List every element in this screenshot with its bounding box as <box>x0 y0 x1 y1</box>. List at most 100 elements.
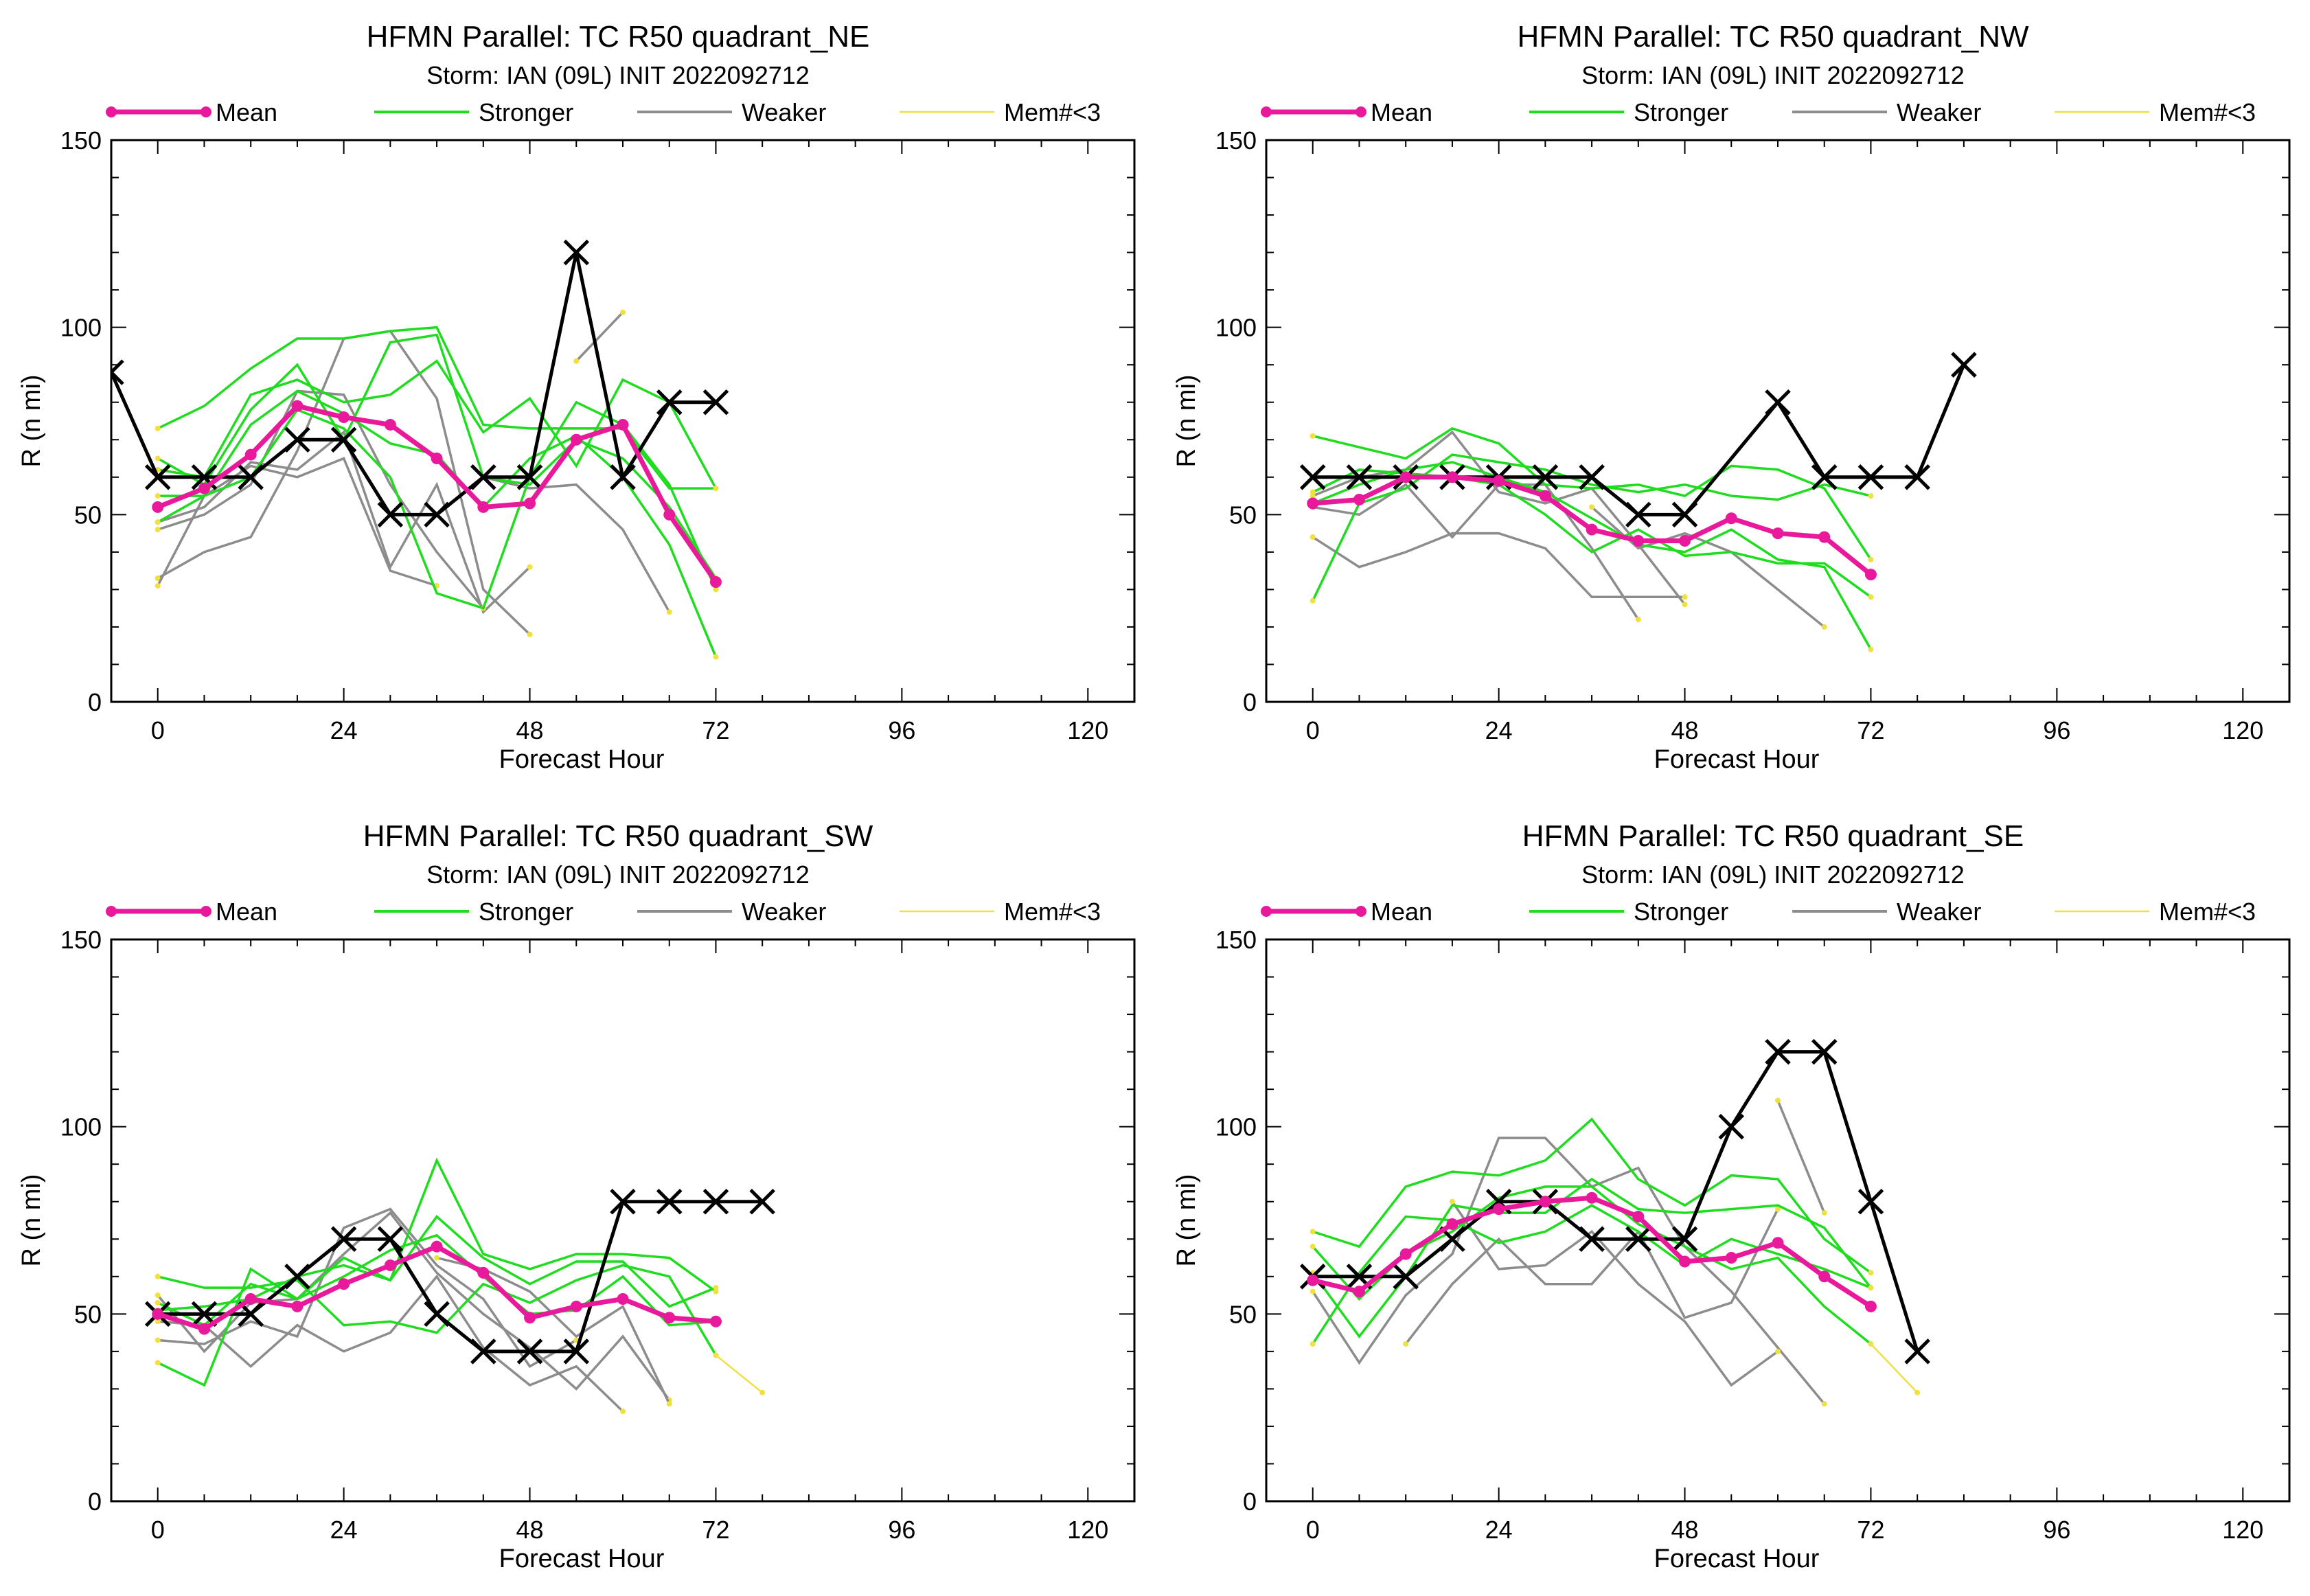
member-point <box>1775 1206 1781 1212</box>
mean-point <box>1353 494 1365 506</box>
legend-label: Stronger <box>1634 898 1728 926</box>
mean-point <box>152 1308 164 1320</box>
member-point <box>759 1389 766 1395</box>
mean-point <box>1539 490 1551 502</box>
mean-point <box>1864 569 1877 581</box>
legend-entry: Weaker <box>1792 898 1981 926</box>
mean-point <box>1632 535 1645 547</box>
mean-point <box>1353 1286 1365 1298</box>
x-tick-label: 120 <box>1067 716 1108 744</box>
y-tick-label: 150 <box>1215 126 1257 155</box>
stronger-member-line <box>1312 1117 1872 1274</box>
legend-entry: Mem#<3 <box>900 98 1101 126</box>
y-tick-label: 100 <box>60 1113 102 1141</box>
mean-point <box>663 1312 676 1324</box>
mean-point <box>524 1312 536 1324</box>
member-point <box>1821 624 1827 630</box>
member-point <box>1868 1270 1874 1276</box>
weaker-member-line <box>483 476 671 613</box>
mean-point <box>1399 1248 1412 1260</box>
mean-point <box>338 1278 350 1290</box>
member-point <box>155 493 161 499</box>
y-tick-label: 100 <box>1215 314 1257 342</box>
mean-point <box>709 1315 722 1327</box>
mean-point <box>617 418 629 431</box>
member-point <box>155 425 161 431</box>
mean-point <box>244 448 257 461</box>
mean-point <box>663 508 676 521</box>
weaker-member-line <box>1404 1208 1779 1345</box>
plot-area <box>1299 1038 1930 1407</box>
y-tick-label: 150 <box>1215 926 1257 954</box>
member-point <box>527 631 533 637</box>
member-point <box>1403 1341 1409 1347</box>
member-point <box>155 1360 161 1366</box>
mean-point <box>1864 1300 1877 1312</box>
legend-label: Mean <box>1371 98 1432 126</box>
best-track-marker <box>702 389 729 415</box>
best-track-marker <box>1857 464 1884 490</box>
legend-entry: Weaker <box>1792 98 1981 126</box>
stronger-member-line <box>1312 1204 1872 1345</box>
legend-label: Mem#<3 <box>2159 98 2256 126</box>
legend-label: Stronger <box>479 898 573 926</box>
member-point <box>155 575 161 582</box>
best-track-marker <box>377 501 404 528</box>
y-tick-label: 0 <box>1243 688 1257 716</box>
mean-point <box>477 1266 490 1279</box>
y-axis-label: R (n mi) <box>1172 374 1201 467</box>
best-track-marker <box>610 464 636 490</box>
member-point <box>620 1409 626 1415</box>
legend-marker <box>1356 106 1366 117</box>
member-point <box>1868 1285 1874 1291</box>
legend-entry: Stronger <box>374 898 573 926</box>
x-tick-label: 96 <box>888 1516 915 1544</box>
x-tick-label: 120 <box>1067 1516 1108 1544</box>
member-point <box>666 609 672 615</box>
y-tick-label: 100 <box>60 314 102 342</box>
x-axis-label: Forecast Hour <box>499 745 665 774</box>
legend-entry: Weaker <box>637 98 826 126</box>
mean-point <box>1399 471 1412 483</box>
x-tick-label: 24 <box>1485 716 1513 744</box>
y-tick-label: 0 <box>1243 1487 1257 1516</box>
x-tick-label: 48 <box>1671 1516 1699 1544</box>
mean-point <box>431 453 443 465</box>
member-point <box>1868 556 1874 562</box>
member-point <box>155 1299 161 1306</box>
best-track-marker <box>656 389 683 415</box>
best-track-marker <box>1811 464 1838 490</box>
legend-entry: Mean <box>1261 898 1432 926</box>
best-track-marker <box>1671 1226 1698 1253</box>
x-tick-label: 72 <box>702 1516 729 1544</box>
y-axis-label: R (n mi) <box>17 374 46 467</box>
x-tick-label: 48 <box>516 1516 544 1544</box>
y-tick-label: 50 <box>74 501 102 529</box>
x-tick-label: 96 <box>2043 716 2070 744</box>
mean-point <box>1307 1274 1319 1286</box>
stronger-member-line <box>1312 426 1872 560</box>
best-track-marker <box>1579 1226 1605 1253</box>
x-axis-label: Forecast Hour <box>1654 745 1820 774</box>
mean-point <box>570 1300 582 1312</box>
y-tick-label: 100 <box>1215 1113 1257 1141</box>
member-point <box>620 309 626 315</box>
legend-marker <box>201 906 211 917</box>
legend-label: Weaker <box>742 98 826 126</box>
legend-entry: Mean <box>106 898 277 926</box>
legend-entry: Weaker <box>637 898 826 926</box>
legend-entry: Mem#<3 <box>900 898 1101 926</box>
x-tick-label: 24 <box>330 1516 358 1544</box>
mean-point <box>1539 1196 1551 1208</box>
member-point <box>713 486 719 492</box>
weaker-member-line <box>1451 1200 1779 1387</box>
best-track-marker <box>749 1188 775 1215</box>
member-point <box>666 1401 672 1407</box>
y-axis-label: R (n mi) <box>17 1174 46 1266</box>
member-point <box>155 1273 161 1279</box>
mean-point <box>384 1259 396 1271</box>
member-point <box>1868 493 1874 499</box>
legend-marker <box>1356 906 1366 917</box>
weaker-member-line <box>157 1207 578 1368</box>
plot-area <box>111 239 729 660</box>
